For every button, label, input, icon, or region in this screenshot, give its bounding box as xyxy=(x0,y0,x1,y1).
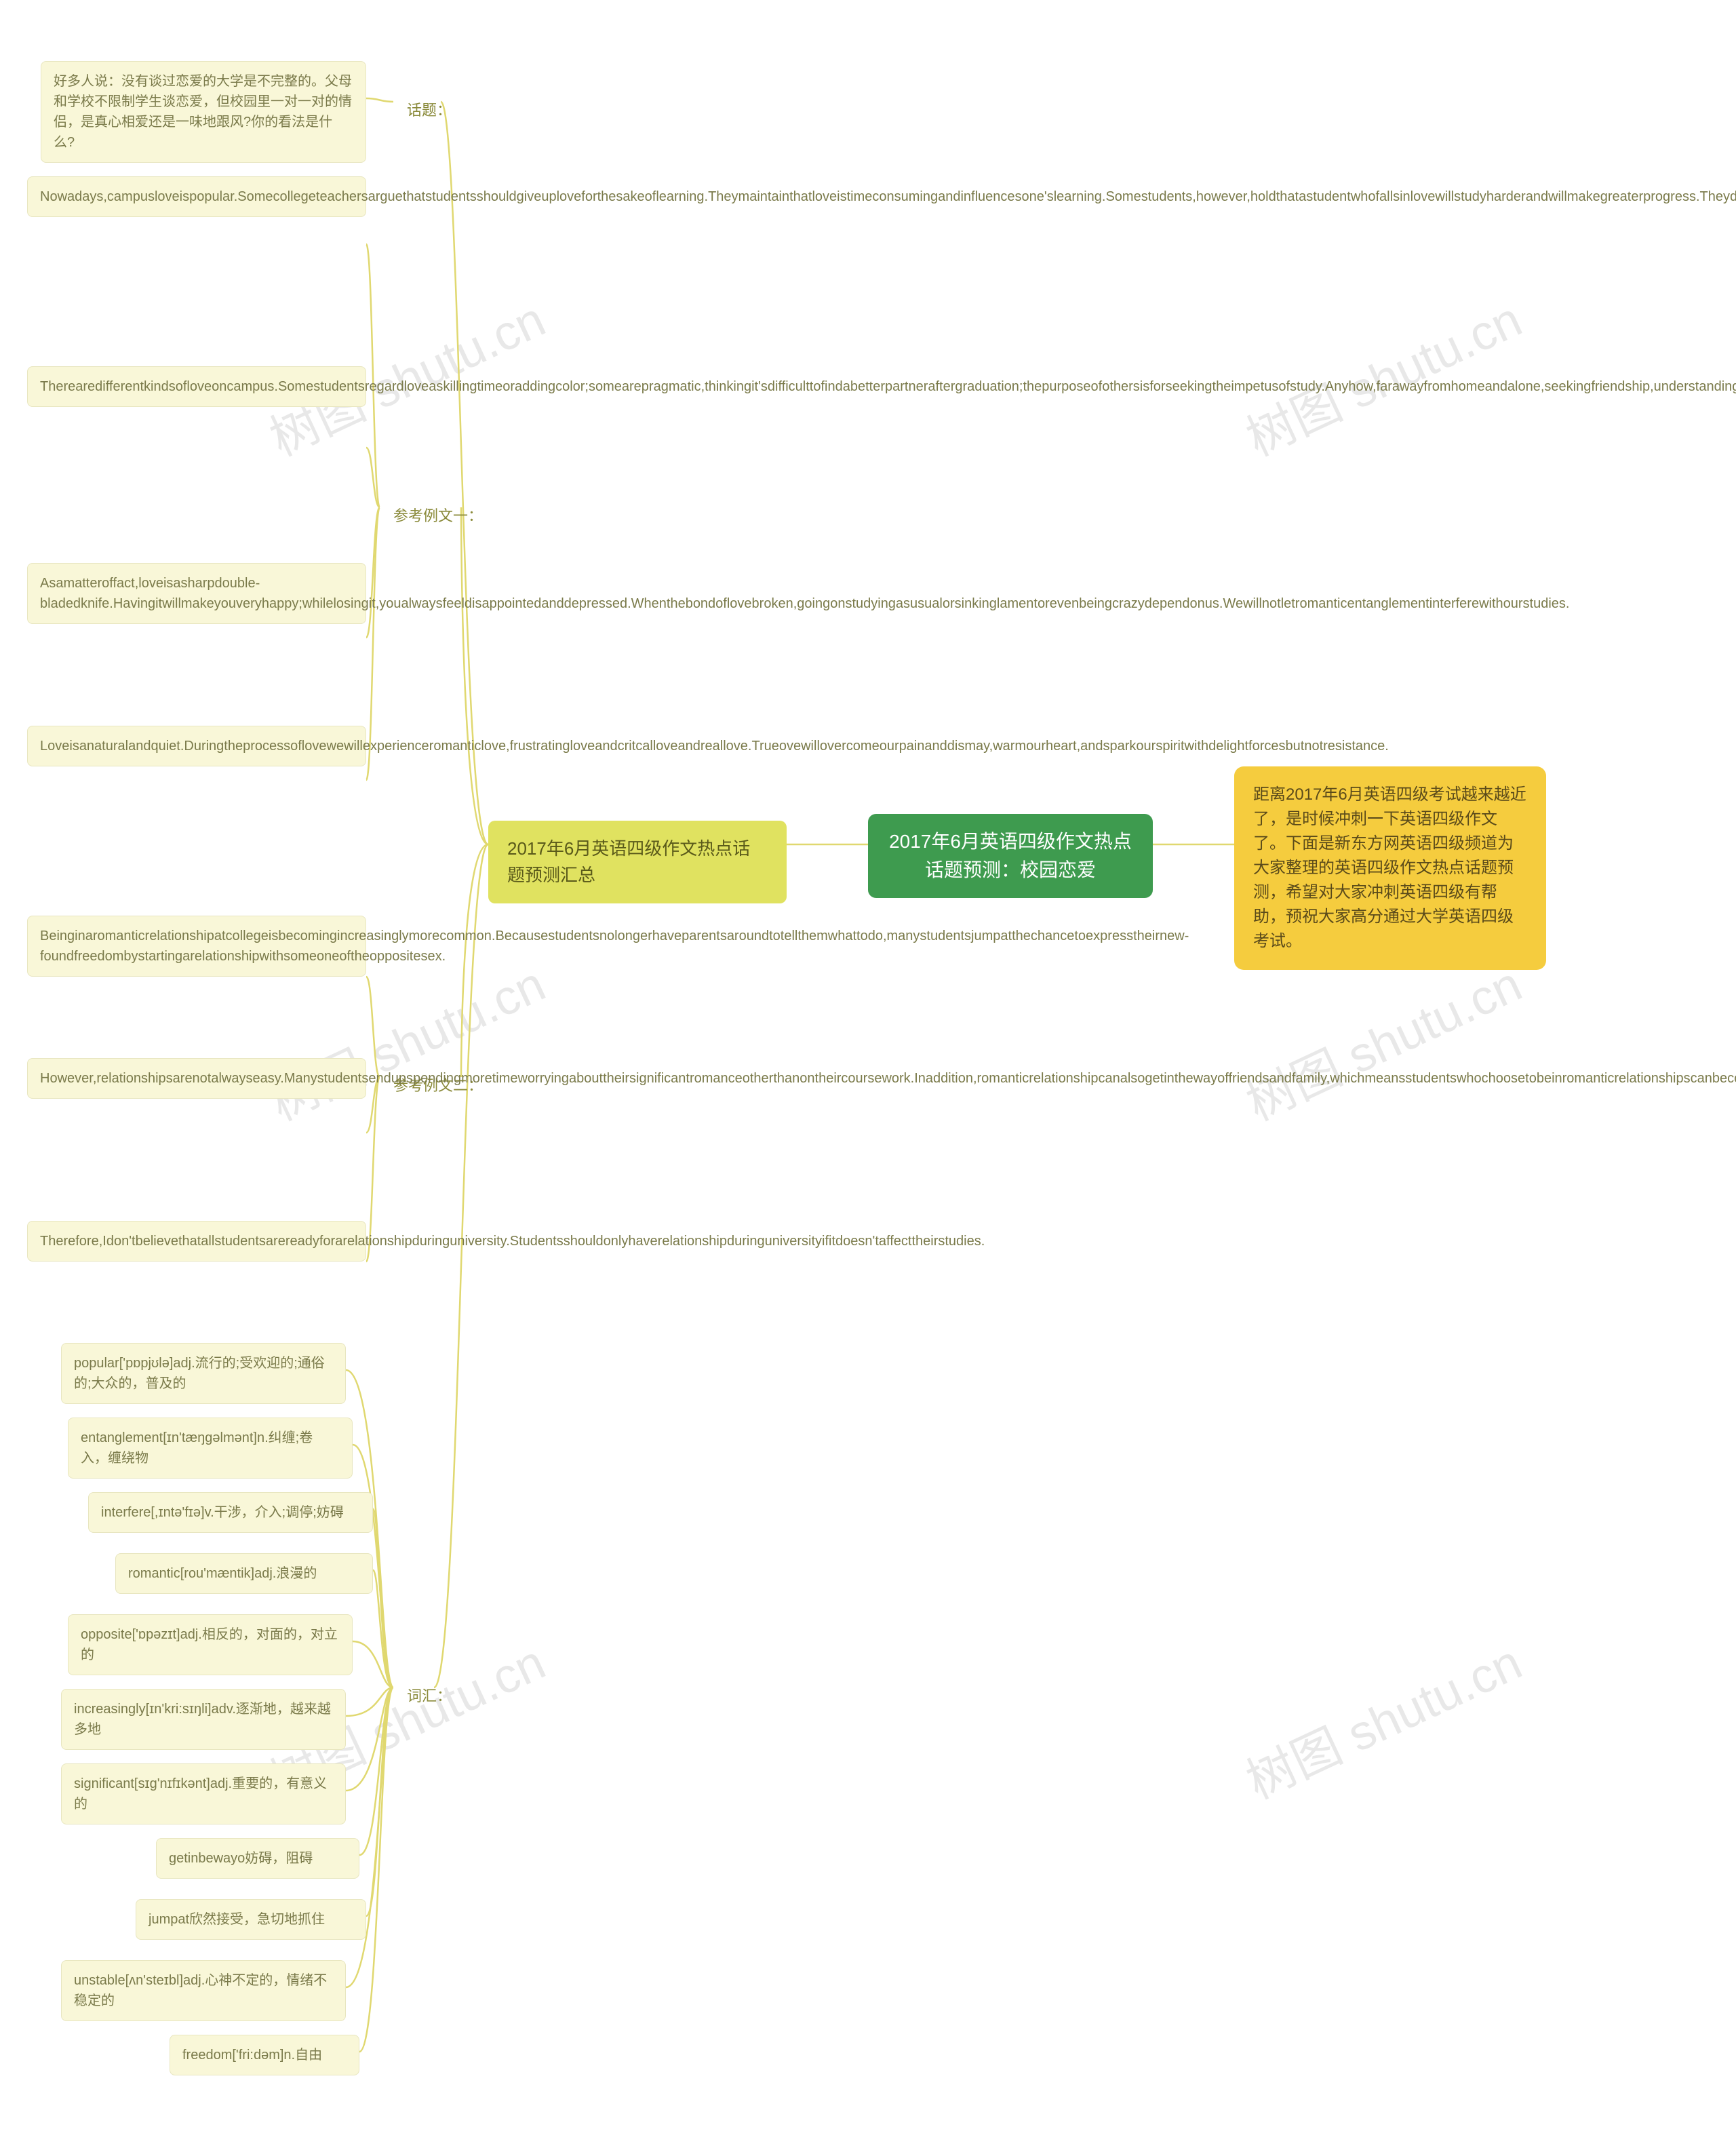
vocab-item[interactable]: popular['pɒpjʊlə]adj.流行的;受欢迎的;通俗的;大众的，普及… xyxy=(61,1343,346,1404)
vocab-item[interactable]: romantic[rou'mæntik]adj.浪漫的 xyxy=(115,1553,373,1594)
essay2-item[interactable]: However,relationshipsarenotalwayseasy.Ma… xyxy=(27,1058,366,1099)
vocab-label: 词汇： xyxy=(393,1675,465,1717)
vocab-item[interactable]: unstable[ʌn'steɪbl]adj.心神不定的，情绪不稳定的 xyxy=(61,1960,346,2021)
essay1-label: 参考例文一： xyxy=(380,495,496,536)
vocab-item[interactable]: increasingly[ɪn'kri:sɪŋli]adv.逐渐地，越来越多地 xyxy=(61,1689,346,1750)
summary-node[interactable]: 2017年6月英语四级作文热点话题预测汇总 xyxy=(488,821,787,903)
essay1-item[interactable]: Asamatteroffact,loveisasharpdouble-blade… xyxy=(27,563,366,624)
essay1-item[interactable]: Loveisanaturalandquiet.Duringtheprocesso… xyxy=(27,726,366,766)
vocab-item[interactable]: jumpat欣然接受，急切地抓住 xyxy=(136,1899,366,1940)
essay2-item[interactable]: Therefore,Idon'tbelievethatallstudentsar… xyxy=(27,1221,366,1262)
vocab-item[interactable]: getinbewayo妨碍，阻碍 xyxy=(156,1838,359,1879)
intro-node[interactable]: 距离2017年6月英语四级考试越来越近了，是时候冲刺一下英语四级作文了。下面是新… xyxy=(1234,766,1546,970)
essay2-item[interactable]: Beinginaromanticrelationshipatcollegeisb… xyxy=(27,916,366,977)
vocab-item[interactable]: freedom['fri:dəm]n.自由 xyxy=(170,2035,359,2075)
essay1-item[interactable]: Nowadays,campusloveispopular.Somecollege… xyxy=(27,176,366,217)
topic-label: 话题： xyxy=(393,90,465,131)
vocab-item[interactable]: interfere[,ɪntə'fɪə]v.干涉，介入;调停;妨碍 xyxy=(88,1492,373,1533)
watermark: 树图 shutu.cn xyxy=(1233,945,1531,1135)
vocab-item[interactable]: entanglement[ɪn'tæŋgəlmənt]n.纠缠;卷入，缠绕物 xyxy=(68,1418,353,1479)
topic-item[interactable]: 好多人说：没有谈过恋爱的大学是不完整的。父母和学校不限制学生谈恋爱，但校园里一对… xyxy=(41,61,366,163)
vocab-item[interactable]: opposite['ɒpəzɪt]adj.相反的，对面的，对立的 xyxy=(68,1614,353,1675)
essay1-item[interactable]: Therearedifferentkindsofloveoncampus.Som… xyxy=(27,366,366,407)
watermark: 树图 shutu.cn xyxy=(1233,280,1531,470)
watermark: 树图 shutu.cn xyxy=(1233,1623,1531,1813)
root-node[interactable]: 2017年6月英语四级作文热点话题预测：校园恋爱 xyxy=(868,814,1153,898)
vocab-item[interactable]: significant[sɪg'nɪfɪkənt]adj.重要的，有意义的 xyxy=(61,1763,346,1824)
